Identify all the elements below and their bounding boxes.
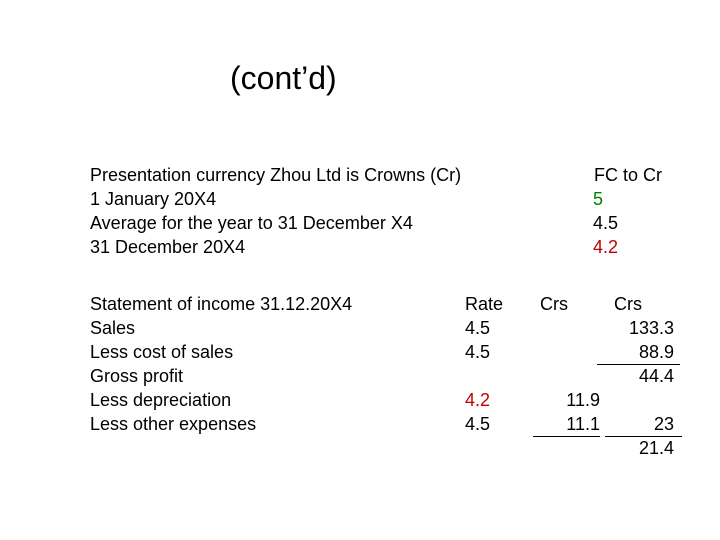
- info-line: Presentation currency Zhou Ltd is Crowns…: [90, 165, 462, 185]
- info-line: 1 January 20X4: [90, 189, 217, 209]
- row-label: Sales: [90, 318, 136, 338]
- slide-title: (cont’d): [230, 60, 337, 96]
- table-header: Crs: [540, 294, 568, 314]
- fc-header: FC to Cr: [594, 165, 663, 185]
- amount: 23: [653, 414, 674, 434]
- amount: 11.1: [566, 414, 600, 434]
- rate: 4.5: [465, 414, 491, 434]
- rate: 4.5: [465, 342, 491, 362]
- amount: 133.3: [628, 318, 674, 338]
- underline: [597, 364, 680, 365]
- table-header: Crs: [614, 294, 642, 314]
- fc-value: 4.5: [593, 213, 619, 233]
- underline: [533, 436, 600, 437]
- table-header: Statement of income 31.12.20X4: [90, 294, 353, 314]
- amount: 88.9: [638, 342, 674, 362]
- table-header: Rate: [465, 294, 504, 314]
- fc-value: 4.2: [593, 237, 619, 257]
- rate: 4.2: [465, 390, 491, 410]
- row-label: Less cost of sales: [90, 342, 234, 362]
- row-label: Less depreciation: [90, 390, 232, 410]
- fc-value: 5: [593, 189, 604, 209]
- info-line: Average for the year to 31 December X4: [90, 213, 413, 233]
- row-label: Less other expenses: [90, 414, 257, 434]
- amount: 44.4: [638, 366, 674, 386]
- rate: 4.5: [465, 318, 491, 338]
- row-label: Gross profit: [90, 366, 184, 386]
- amount: 21.4: [638, 438, 674, 458]
- info-line: 31 December 20X4: [90, 237, 246, 257]
- amount: 11.9: [566, 390, 600, 410]
- underline: [605, 436, 682, 437]
